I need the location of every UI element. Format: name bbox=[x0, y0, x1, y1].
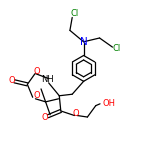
Text: O: O bbox=[33, 91, 40, 100]
Text: O: O bbox=[34, 67, 41, 76]
Text: OH: OH bbox=[103, 99, 116, 108]
Text: NH: NH bbox=[41, 75, 54, 84]
Text: O: O bbox=[8, 76, 15, 85]
Text: Cl: Cl bbox=[112, 44, 120, 53]
Text: O: O bbox=[73, 109, 79, 118]
Text: O: O bbox=[41, 112, 48, 122]
Text: Cl: Cl bbox=[70, 9, 79, 18]
Text: N: N bbox=[80, 37, 87, 47]
